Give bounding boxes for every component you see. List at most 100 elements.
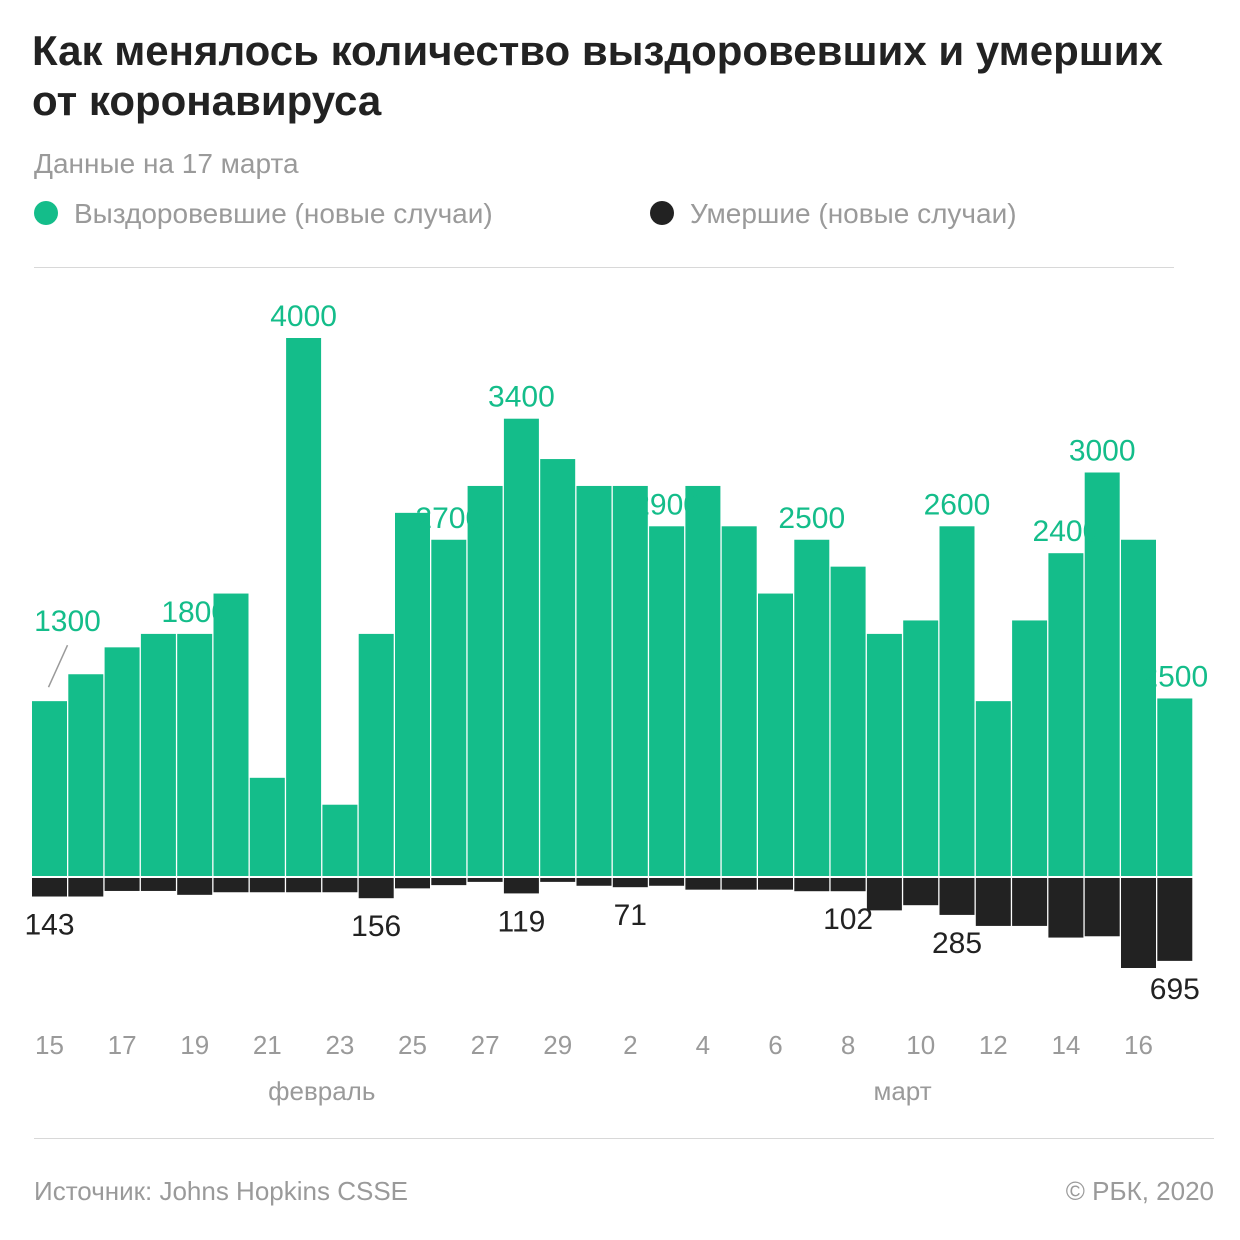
month-label: февраль — [268, 1076, 375, 1106]
recovered-bar — [685, 485, 721, 876]
deaths-bar — [830, 878, 866, 892]
x-tick-label: 29 — [543, 1030, 572, 1060]
recovered-bar — [140, 633, 176, 876]
recovered-bar — [975, 701, 1011, 876]
x-tick-label: 15 — [35, 1030, 64, 1060]
recovered-value-label: 2600 — [924, 488, 991, 521]
recovered-bar — [612, 485, 648, 876]
deaths-value-label: 695 — [1150, 973, 1200, 1006]
chart-subtitle: Данные на 17 марта — [34, 148, 299, 179]
legend-item-deaths: Умершие (новые случаи) — [650, 198, 1017, 230]
deaths-bar — [794, 878, 830, 892]
recovered-bar — [1157, 698, 1193, 876]
deaths-bar — [612, 878, 648, 888]
recovered-bar — [866, 633, 902, 876]
x-tick-label: 17 — [108, 1030, 137, 1060]
copyright-note: © РБК, 2020 — [1065, 1176, 1214, 1206]
x-tick-label: 4 — [696, 1030, 710, 1060]
x-tick-label: 23 — [325, 1030, 354, 1060]
bar-chart: 1300 1800 4000 2700 3400 2900 2500 2600 2400 3000… — [24, 300, 1208, 1106]
deaths-bar — [685, 878, 721, 890]
deaths-value-label: 119 — [497, 905, 545, 938]
x-tick-label: 21 — [253, 1030, 282, 1060]
deaths-bar — [939, 878, 975, 915]
top-divider — [34, 267, 1174, 268]
recovered-bar — [903, 620, 939, 876]
deaths-bar — [1084, 878, 1120, 937]
deaths-bar — [503, 878, 539, 894]
x-tick-label: 19 — [180, 1030, 209, 1060]
deaths-bar — [576, 878, 612, 886]
x-tick-label: 16 — [1124, 1030, 1153, 1060]
deaths-bar — [721, 878, 757, 890]
recovered-bar — [1012, 620, 1048, 876]
legend-item-recovered: Выздоровевшие (новые случаи) — [34, 198, 493, 230]
deaths-bar — [358, 878, 394, 899]
deaths-bar — [32, 878, 67, 897]
deaths-bar — [322, 878, 358, 893]
recovered-bar — [431, 539, 467, 876]
chart-title: Как менялось количество выздоровевших и … — [32, 27, 1163, 124]
x-tick-label: 27 — [471, 1030, 500, 1060]
recovered-bar — [467, 485, 503, 876]
legend-swatch-recovered — [34, 201, 58, 225]
label-leader-line — [47, 644, 69, 688]
recovered-value-label: 1300 — [34, 605, 101, 638]
recovered-value-label: 2400 — [1033, 515, 1100, 548]
deaths-bar — [758, 878, 793, 890]
deaths-value-label: 102 — [823, 903, 873, 936]
recovered-bar — [830, 566, 866, 876]
legend-label-recovered: Выздоровевшие (новые случаи) — [74, 198, 493, 229]
recovered-bar — [395, 512, 430, 876]
recovered-bar — [794, 539, 830, 876]
deaths-bar — [395, 878, 430, 889]
deaths-bar — [467, 878, 503, 882]
deaths-bar — [213, 878, 249, 893]
deaths-value-label: 71 — [614, 899, 647, 932]
x-tick-label: 6 — [768, 1030, 782, 1060]
recovered-bar — [721, 526, 757, 876]
recovered-value-label: 2700 — [415, 502, 482, 535]
recovered-value-label: 2500 — [778, 502, 845, 535]
x-tick-label: 25 — [398, 1030, 427, 1060]
deaths-bar — [177, 878, 213, 895]
recovered-bar — [249, 777, 285, 876]
recovered-bar — [213, 593, 249, 876]
recovered-bar — [540, 459, 576, 876]
x-tick-label: 10 — [906, 1030, 935, 1060]
x-tick-label: 2 — [623, 1030, 637, 1060]
recovered-bar — [1084, 472, 1120, 876]
recovered-bar — [68, 674, 104, 876]
deaths-bar — [104, 878, 140, 891]
recovered-value-label: 1800 — [161, 596, 228, 629]
recovered-value-label: 3400 — [488, 381, 555, 414]
recovered-bar — [177, 633, 213, 876]
recovered-value-label: 2900 — [633, 488, 700, 521]
recovered-bar — [758, 593, 793, 876]
recovered-bar — [503, 418, 539, 876]
legend-swatch-deaths — [650, 201, 674, 225]
recovered-value-label: 4000 — [270, 300, 337, 333]
recovered-bar — [358, 633, 394, 876]
deaths-bar — [249, 878, 285, 893]
recovered-value-label: 2500 — [1141, 660, 1208, 693]
deaths-bar — [68, 878, 104, 897]
x-tick-label: 12 — [979, 1030, 1008, 1060]
deaths-bar — [975, 878, 1011, 926]
recovered-bar — [104, 647, 140, 876]
deaths-value-label: 143 — [24, 909, 74, 942]
recovered-bar — [32, 701, 67, 876]
deaths-value-label: 285 — [932, 927, 982, 960]
recovered-bar — [576, 485, 612, 876]
deaths-bar — [866, 878, 902, 911]
deaths-bar — [431, 878, 467, 886]
deaths-bar — [140, 878, 176, 891]
deaths-bar — [540, 878, 576, 882]
bottom-divider — [34, 1138, 1214, 1139]
deaths-bar — [1048, 878, 1084, 938]
source-note: Источник: Johns Hopkins CSSE — [34, 1176, 409, 1206]
recovered-bar — [322, 804, 358, 876]
recovered-bar — [939, 526, 975, 876]
deaths-bar — [649, 878, 685, 886]
recovered-bar — [286, 338, 322, 876]
